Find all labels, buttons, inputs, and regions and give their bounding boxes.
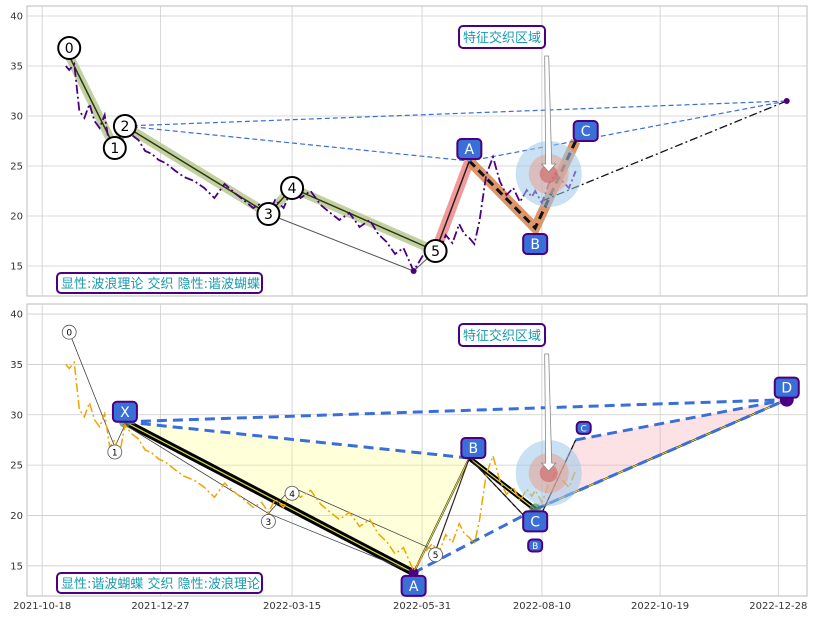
pattern-point-box <box>575 420 592 435</box>
wave-label: 4 <box>288 181 297 197</box>
pattern-leg <box>434 160 471 252</box>
pattern-point-box <box>522 510 549 533</box>
wave-label-circle <box>284 485 300 501</box>
pattern-point-label: B <box>469 441 479 457</box>
pattern-point-label: C <box>530 514 540 530</box>
pattern-point-box <box>111 400 138 423</box>
panel-label: 显性:谐波蝴蝶 交织 隐性:波浪理论 <box>61 576 260 592</box>
annotation-label: 特征交织区域 <box>463 328 541 344</box>
wave-aux-line <box>268 213 414 272</box>
x-tick-label: 2022-03-15 <box>263 601 321 612</box>
x-tick-label: 2022-10-19 <box>631 601 689 612</box>
wave-label-circle <box>57 36 82 60</box>
pattern-point-box <box>773 376 800 399</box>
wave-label-circle <box>280 176 305 200</box>
plot-area <box>26 5 808 297</box>
harmonic-leg-core <box>124 421 414 574</box>
wave-label: 5 <box>433 551 439 561</box>
wave-label-circle <box>61 324 77 340</box>
y-tick-label: 15 <box>10 561 23 572</box>
wave-label: 0 <box>65 41 74 57</box>
projection-dashed-line <box>124 100 787 127</box>
pattern-point-label: B <box>530 237 540 253</box>
pattern-point-box <box>527 538 544 553</box>
y-tick-label: 40 <box>10 12 23 23</box>
pattern-point-box <box>522 233 549 255</box>
wave-thin-line <box>268 513 414 574</box>
wave-thin-dashed <box>468 439 577 529</box>
harmonic-dashed-line <box>534 398 788 511</box>
price-series-line <box>65 360 577 573</box>
x-tick-label: 2022-08-10 <box>513 601 571 612</box>
pattern-point-label: B <box>532 542 538 552</box>
pattern-point-box <box>572 120 599 142</box>
harmonic-dashed-line <box>124 420 470 460</box>
harmonic-dashed-line <box>575 398 788 442</box>
wave-label: 3 <box>264 207 273 223</box>
wave-label-circle <box>423 239 448 263</box>
panel-label-box <box>56 572 263 594</box>
chart-panel-top: 15 20 25 30 35 40 特征交织区域 0 12 34 5 A B C 显性:波浪理论 交织 隐性… <box>10 5 808 297</box>
annotation-arrow <box>540 55 557 173</box>
y-tick-label: 35 <box>10 360 23 371</box>
pattern-point-box <box>460 437 487 460</box>
target-marker <box>783 98 790 104</box>
x-tick-label: 2022-12-28 <box>749 601 807 612</box>
y-tick-label: 20 <box>10 212 23 223</box>
wave-label: 0 <box>66 329 72 339</box>
wave-label: 2 <box>120 119 129 135</box>
y-tick-label: 25 <box>10 461 23 472</box>
y-tick-label: 35 <box>10 62 23 73</box>
pattern-point-label: X <box>120 405 130 421</box>
annotation-arrow <box>540 353 557 472</box>
wave-label-circle <box>428 547 443 563</box>
projection-dashdot-line <box>541 100 787 202</box>
y-tick-label: 30 <box>10 112 23 123</box>
wave-label: 5 <box>431 244 440 260</box>
y-tick-label: 20 <box>10 511 23 522</box>
projection-dashed-line <box>124 100 787 162</box>
y-tick-label: 30 <box>10 410 23 421</box>
highlight-zone-inner <box>539 464 558 483</box>
pattern-point-box <box>456 138 483 160</box>
pattern-point-box <box>400 574 427 597</box>
panel-label: 显性:波浪理论 交织 隐性:谐波蝴蝶 <box>61 276 260 292</box>
annotation-box <box>458 25 546 49</box>
x-tick-label: 2021-12-27 <box>131 601 189 612</box>
wave-label-circle <box>261 514 276 529</box>
wave-label-circle <box>256 202 281 226</box>
x-tick-label: 2022-05-31 <box>393 601 451 612</box>
wave-label-circle <box>102 136 127 160</box>
pattern-point-label: A <box>465 142 475 158</box>
wave-label: 1 <box>112 448 118 458</box>
highlight-zone-inner <box>539 165 558 183</box>
wave-label-circle <box>107 444 123 460</box>
panel-label-box <box>56 272 263 294</box>
pattern-point-label: D <box>781 381 792 397</box>
wave-label: 1 <box>110 141 119 157</box>
y-tick-label: 15 <box>10 262 23 273</box>
annotation-label: 特征交织区域 <box>463 30 541 46</box>
pattern-point-label: A <box>409 579 419 595</box>
y-tick-label: 40 <box>10 310 23 321</box>
harmonic-dashed-line <box>412 508 536 575</box>
annotation-box <box>458 323 546 347</box>
wave-label: 4 <box>289 490 295 500</box>
wave-label-circle <box>112 114 137 138</box>
harmonic-leg-core <box>468 457 536 510</box>
wave-label: 3 <box>266 518 272 528</box>
y-tick-label: 25 <box>10 162 23 173</box>
harmonic-dashed-line <box>124 398 787 424</box>
pattern-point-label: C <box>581 424 587 434</box>
pattern-point-label: C <box>581 124 591 140</box>
x-tick-label: 2021-10-18 <box>13 601 71 612</box>
